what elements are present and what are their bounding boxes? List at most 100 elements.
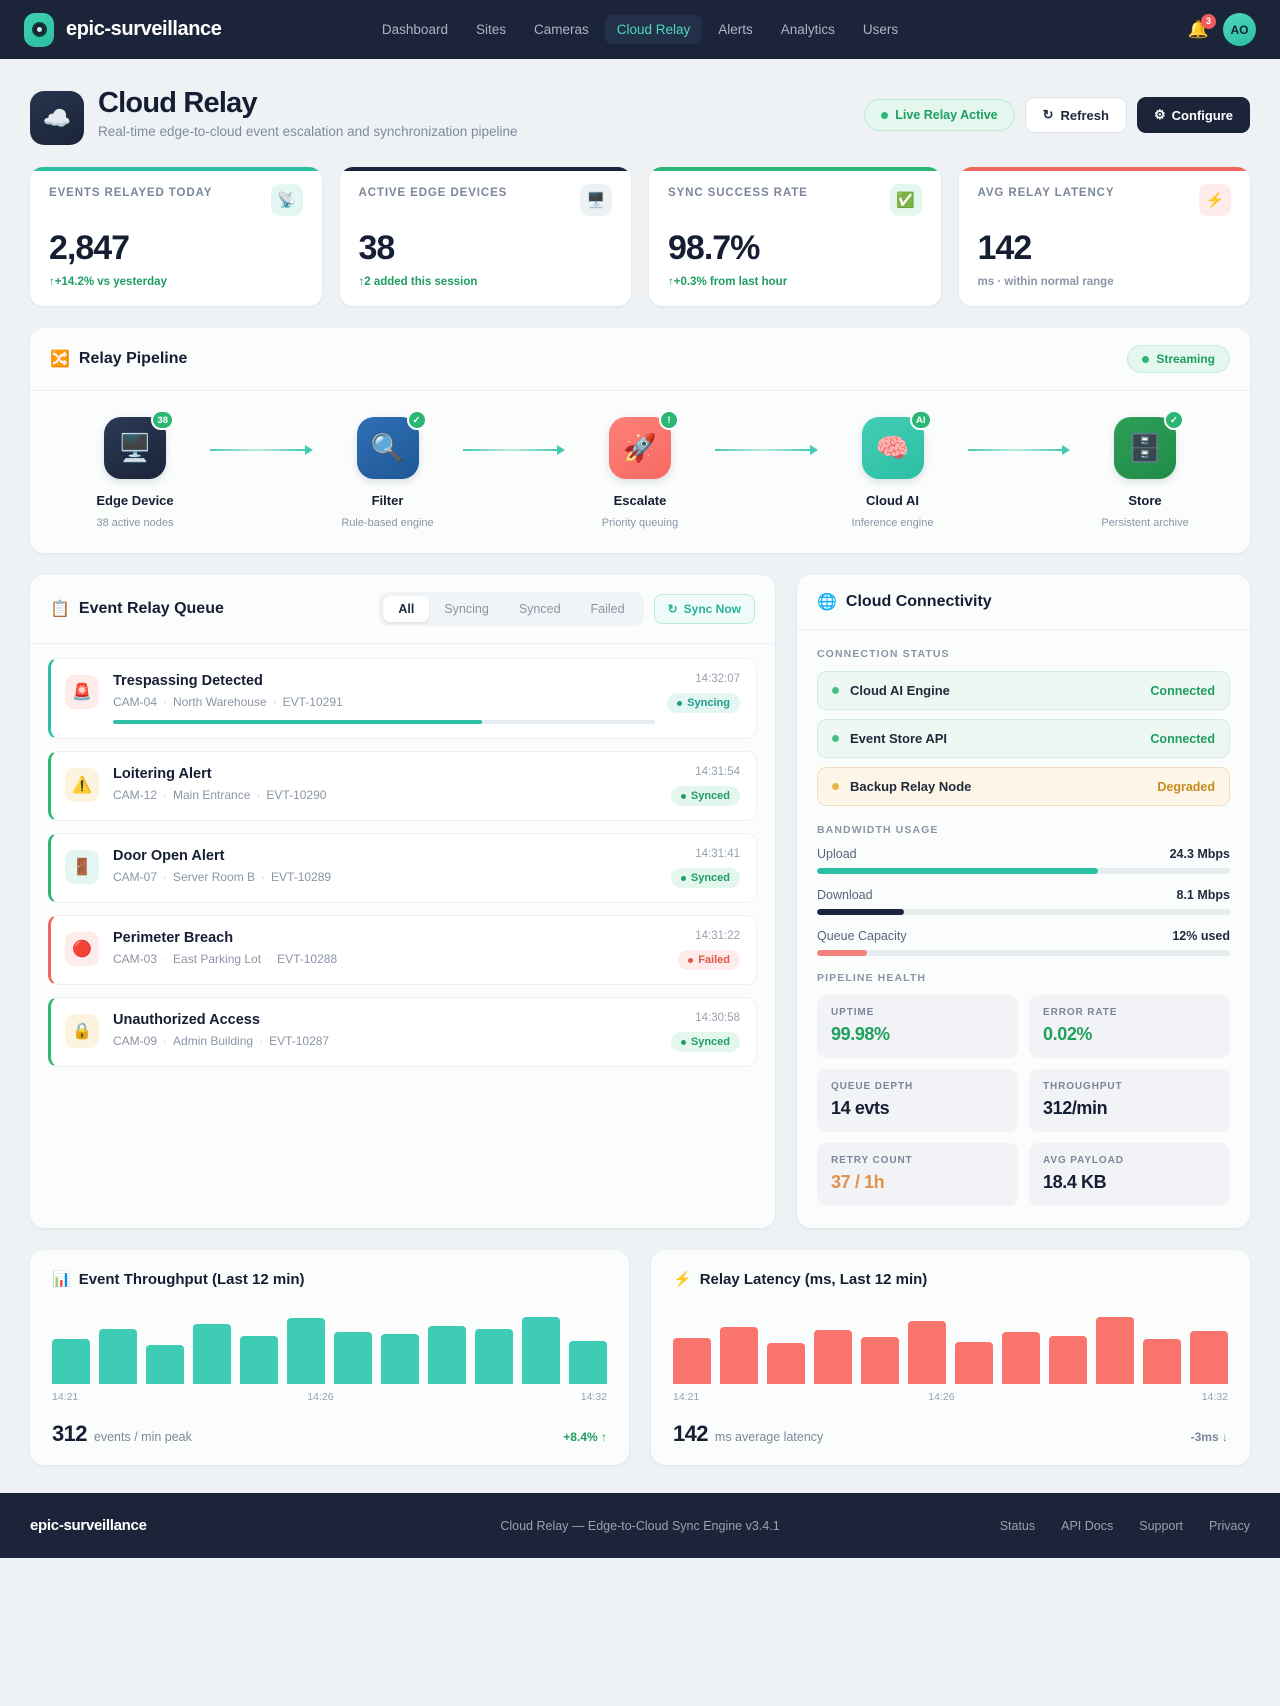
stat-label: ACTIVE EDGE DEVICES <box>358 187 508 199</box>
notifications-bell-icon[interactable]: 🔔 3 <box>1188 14 1216 38</box>
magnifier-icon: 🔍 <box>356 417 419 479</box>
footer-link-status[interactable]: Status <box>999 1518 1036 1533</box>
bandwidth-bar <box>817 909 1230 915</box>
status-badge: Syncing <box>667 693 740 713</box>
pipeline-title-label: Relay Pipeline <box>78 350 188 367</box>
nav-link-users[interactable]: Users <box>862 22 899 37</box>
event-meta: CAM-12 · Main Entrance · EVT-10290 <box>113 788 327 802</box>
pipeline-node[interactable]: 🧠 AI Cloud AI Inference engine <box>818 410 968 529</box>
health-metric-value: 0.02% <box>1043 1024 1093 1044</box>
footer-brand: epic-surveillance <box>30 1517 147 1534</box>
chart-card: ⚡ Relay Latency (ms, Last 12 min) 14:21 … <box>651 1250 1250 1465</box>
queue-filter-tabs: All Syncing Synced Failed ↻ Sync Now <box>379 592 755 626</box>
status-badge: Synced <box>670 1032 740 1052</box>
chart-bar <box>1096 1317 1134 1384</box>
event-location: Server Room B <box>173 870 256 884</box>
health-metric: AVG PAYLOAD 18.4 KB <box>1029 1143 1230 1206</box>
chart-title-label: Relay Latency (ms, Last 12 min) <box>699 1270 928 1288</box>
nav-link-alerts[interactable]: Alerts <box>718 22 753 37</box>
health-metric: QUEUE DEPTH 14 evts <box>817 1069 1018 1132</box>
pipeline-node[interactable]: 🖥️ 38 Edge Device 38 active nodes <box>60 410 210 529</box>
nav-link-cameras[interactable]: Cameras <box>533 22 589 37</box>
nav-link-dashboard[interactable]: Dashboard <box>381 22 448 37</box>
bandwidth-value: 12% used <box>1172 929 1230 943</box>
event-camera: CAM-12 <box>113 788 158 802</box>
health-metric-label: AVG PAYLOAD <box>1043 1155 1124 1166</box>
bandwidth-bar <box>817 868 1230 874</box>
connection-status: Degraded <box>1157 779 1215 794</box>
table-row[interactable]: 🔒 Unauthorized Access CAM-09 · Admin Build… <box>48 997 757 1067</box>
pipeline-node[interactable]: 🔍 ✓ Filter Rule-based engine <box>313 410 463 529</box>
tab-syncing[interactable]: Syncing <box>444 602 489 616</box>
pipeline-arrow-icon <box>715 417 818 455</box>
chart-bar <box>1002 1332 1040 1384</box>
live-status-label: Live Relay Active <box>895 108 998 122</box>
footer-link-privacy[interactable]: Privacy <box>1209 1518 1250 1533</box>
chart-delta: +8.4% ↑ <box>563 1430 607 1444</box>
chart-bar <box>193 1324 231 1384</box>
footer-link-support[interactable]: Support <box>1139 1518 1184 1533</box>
cloud-icon: ☁️ <box>30 91 84 145</box>
nav-link-cloud-relay[interactable]: Cloud Relay <box>604 15 703 44</box>
pipeline-node[interactable]: 🗄️ ✓ Store Persistent archive <box>1070 410 1220 529</box>
event-timestamp: 14:31:41 <box>695 848 740 860</box>
connection-item: Event Store API Connected <box>817 719 1230 758</box>
tab-group: All Syncing Synced Failed <box>379 592 644 626</box>
axis-tick: 14:32 <box>1201 1391 1228 1403</box>
pipeline-node-name: Edge Device <box>96 493 174 508</box>
stat-value: 38 <box>358 229 396 267</box>
database-icon: 🗄️ <box>1114 417 1176 479</box>
chart-title: ⚡ Relay Latency (ms, Last 12 min) <box>673 1270 1228 1289</box>
relay-pipeline-panel: 🔀 Relay Pipeline Streaming 🖥️ 38 Edge De… <box>30 328 1250 553</box>
pipeline-node-desc: Rule-based engine <box>341 517 434 529</box>
table-row[interactable]: 🚪 Door Open Alert CAM-07 · Server Room B · E… <box>48 833 757 903</box>
pipeline-node-badge: AI <box>910 410 932 430</box>
chart-delta: -3ms ↓ <box>1190 1430 1228 1444</box>
tab-synced[interactable]: Synced <box>518 602 561 616</box>
table-row[interactable]: ⚠️ Loitering Alert CAM-12 · Main Entrance ·… <box>48 751 757 821</box>
stat-label: AVG RELAY LATENCY <box>977 187 1115 199</box>
bandwidth-name: Queue Capacity <box>817 929 907 943</box>
nav-right-cluster: 🔔 3 AO <box>1188 13 1256 46</box>
refresh-button[interactable]: ↻ Refresh <box>1024 97 1127 133</box>
chart-bar <box>381 1334 419 1384</box>
queue-title-label: Event Relay Queue <box>78 600 224 617</box>
health-metric-label: UPTIME <box>831 1007 875 1018</box>
pipeline-title: 🔀 Relay Pipeline <box>50 349 187 369</box>
bandwidth-usage-label: BANDWIDTH USAGE <box>817 824 939 836</box>
stat-card: ACTIVE EDGE DEVICES 🖥️ 38 ↑2 added this … <box>339 167 631 306</box>
footer-center-text: Cloud Relay — Edge-to-Cloud Sync Engine … <box>500 1518 780 1533</box>
connectivity-body: CONNECTION STATUS Cloud AI Engine Connec… <box>797 630 1250 1228</box>
pipeline-node[interactable]: 🚀 ! Escalate Priority queuing <box>565 410 715 529</box>
chart-footer: 312 events / min peak +8.4% ↑ <box>52 1421 607 1447</box>
status-label: Synced <box>690 790 730 802</box>
status-dot-icon <box>677 700 683 706</box>
nav-link-analytics[interactable]: Analytics <box>780 22 835 37</box>
user-avatar[interactable]: AO <box>1223 13 1256 46</box>
tab-failed[interactable]: Failed <box>590 602 625 616</box>
health-metric: UPTIME 99.98% <box>817 995 1018 1058</box>
nav-link-sites[interactable]: Sites <box>475 22 506 37</box>
table-row[interactable]: 🔴 Perimeter Breach CAM-03 · East Parking L… <box>48 915 757 985</box>
connection-name: Cloud AI Engine <box>850 683 950 698</box>
table-row[interactable]: 🚨 Trespassing Detected CAM-04 · North Ware… <box>48 658 757 739</box>
chart-bar <box>52 1338 90 1384</box>
axis-tick: 14:32 <box>580 1391 607 1403</box>
footer-link-api-docs[interactable]: API Docs <box>1061 1518 1114 1533</box>
pipeline-node-desc: Inference engine <box>851 517 934 529</box>
brand[interactable]: epic-surveillance <box>24 12 222 47</box>
bandwidth-name: Upload <box>817 847 857 861</box>
configure-button[interactable]: ⚙ Configure <box>1136 97 1250 133</box>
sync-now-button[interactable]: ↻ Sync Now <box>653 594 755 624</box>
stat-card: SYNC SUCCESS RATE ✅ 98.7% ↑+0.3% from la… <box>649 167 941 306</box>
health-metric-value: 312/min <box>1043 1098 1108 1118</box>
chart-summary-value: 142 <box>673 1421 709 1446</box>
configure-label: Configure <box>1171 107 1233 123</box>
streaming-dot-icon <box>1142 355 1150 363</box>
tab-all[interactable]: All <box>383 596 430 622</box>
connectivity-header: 🌐 Cloud Connectivity <box>797 575 1250 630</box>
chart-bar <box>522 1317 560 1384</box>
chart-bars <box>673 1312 1228 1384</box>
event-title: Loitering Alert <box>113 766 212 782</box>
stat-cards: EVENTS RELAYED TODAY 📡 2,847 ↑+14.2% vs … <box>30 167 1250 306</box>
